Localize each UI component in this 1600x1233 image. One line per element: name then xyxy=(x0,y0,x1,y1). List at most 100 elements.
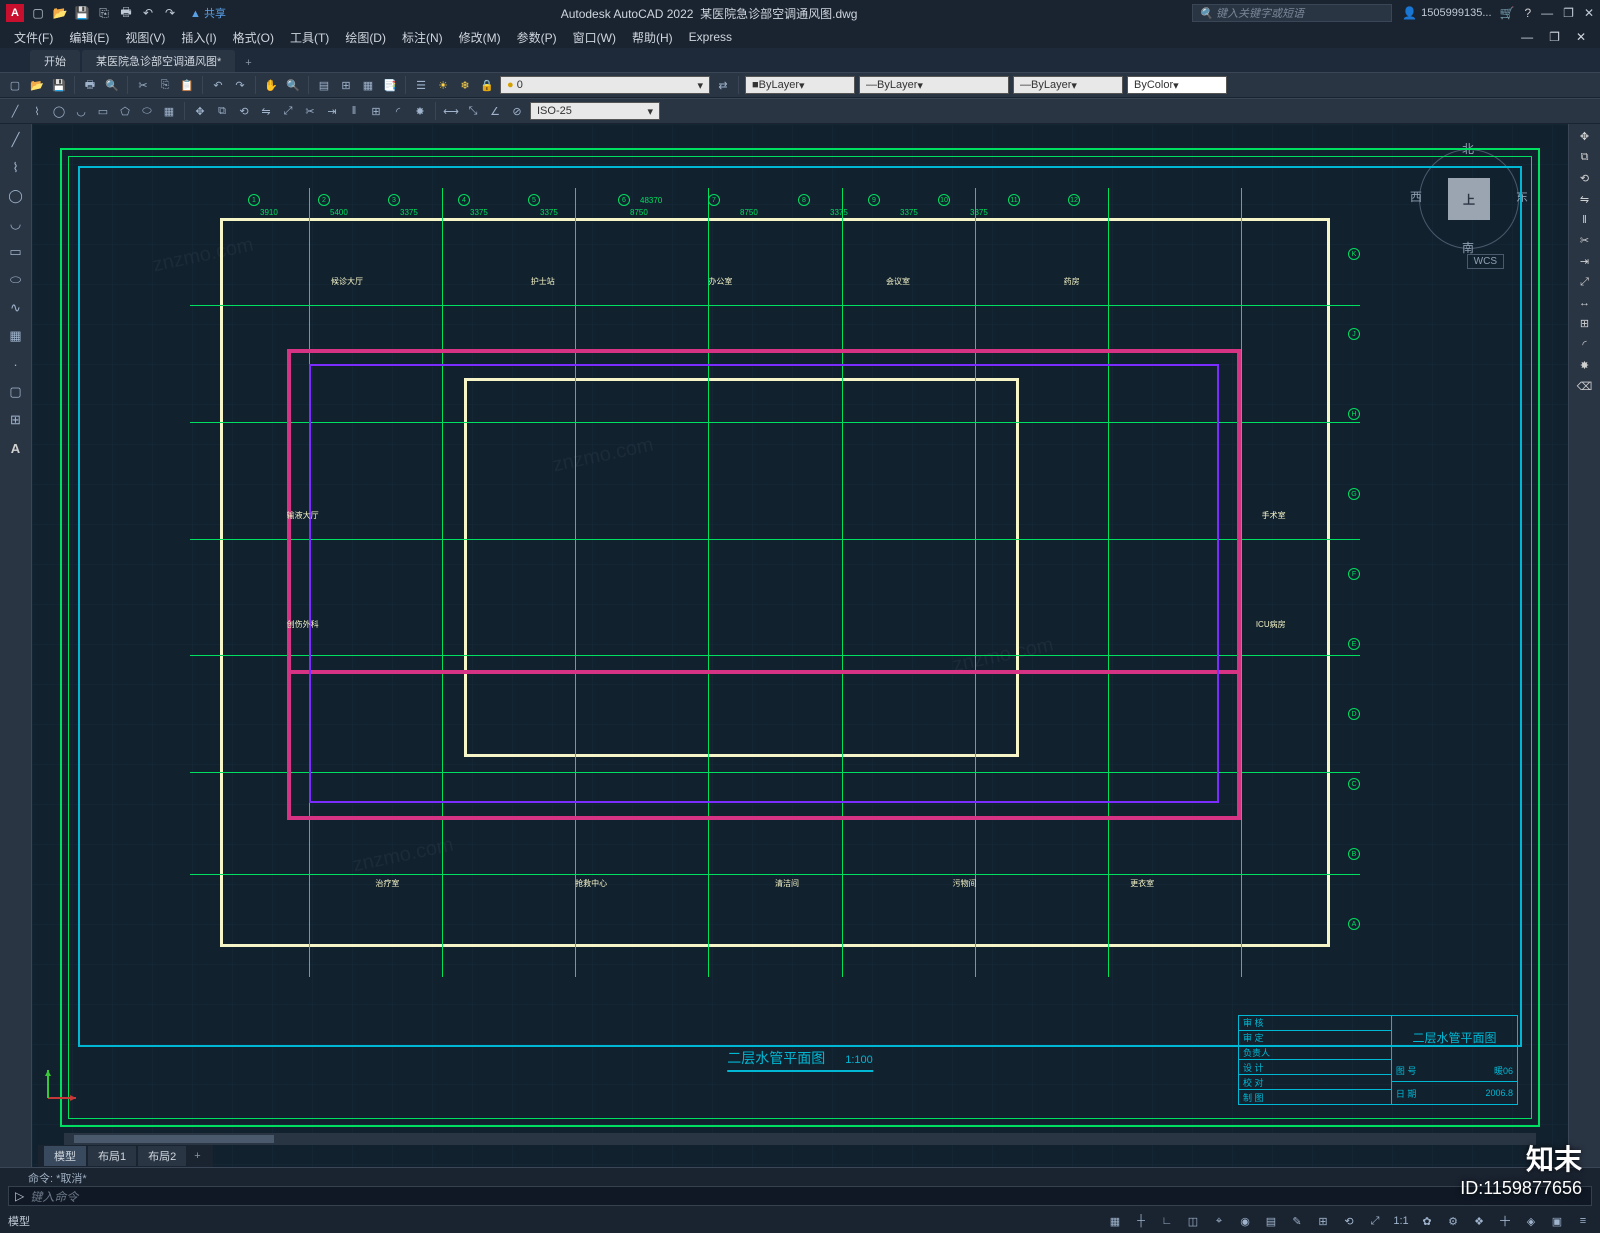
sb-gear-icon[interactable]: ✿ xyxy=(1418,1212,1436,1230)
menu-view[interactable]: 视图(V) xyxy=(119,27,171,48)
rp-fillet-icon[interactable]: ◜ xyxy=(1582,338,1586,351)
save-icon[interactable]: 💾 xyxy=(50,76,68,94)
right-tool-palette[interactable]: ✥ ⧉ ⟲ ⇋ ‖ ✂ ⇥ ⤢ ↔ ⊞ ◜ ✸ ⌫ xyxy=(1568,124,1600,1167)
pline-icon[interactable]: ⌇ xyxy=(28,102,46,120)
zoom-icon[interactable]: 🔍 xyxy=(284,76,302,94)
sb-osnap-icon[interactable]: ⌖ xyxy=(1210,1212,1228,1230)
tp-pline-icon[interactable]: ⌇ xyxy=(6,158,26,178)
sb-transparency-icon[interactable]: ⊞ xyxy=(1314,1212,1332,1230)
tp-hatch-icon[interactable]: ▦ xyxy=(6,326,26,346)
sb-lwt-icon[interactable]: ✎ xyxy=(1288,1212,1306,1230)
sb-grid-icon[interactable]: ▦ xyxy=(1106,1212,1124,1230)
scale-icon[interactable]: ⤢ xyxy=(279,102,297,120)
menu-insert[interactable]: 插入(I) xyxy=(175,27,222,48)
user-label[interactable]: 1505999135... xyxy=(1421,7,1491,19)
properties-icon[interactable]: ▤ xyxy=(315,76,333,94)
cart-icon[interactable]: 🛒 xyxy=(1500,6,1515,20)
circle-icon[interactable]: ◯ xyxy=(50,102,68,120)
sb-otrack-icon[interactable]: ◉ xyxy=(1236,1212,1254,1230)
explode-icon[interactable]: ✸ xyxy=(411,102,429,120)
layer-dropdown[interactable]: ● 0▾ xyxy=(500,76,710,94)
rp-mirror-icon[interactable]: ⇋ xyxy=(1580,193,1589,206)
rp-rotate-icon[interactable]: ⟲ xyxy=(1580,172,1589,185)
cut-icon[interactable]: ✂ xyxy=(134,76,152,94)
menu-modify[interactable]: 修改(M) xyxy=(453,27,507,48)
help-search-input[interactable]: 🔍 键入关键字或短语 xyxy=(1192,4,1392,22)
designcenter-icon[interactable]: ⊞ xyxy=(337,76,355,94)
ellipse-icon[interactable]: ⬭ xyxy=(138,102,156,120)
pan-icon[interactable]: ✋ xyxy=(262,76,280,94)
layer-lock-icon[interactable]: 🔒 xyxy=(478,76,496,94)
layout-tabs[interactable]: 模型 布局1 布局2 + xyxy=(38,1145,213,1167)
open-icon[interactable]: 📂 xyxy=(28,76,46,94)
line-icon[interactable]: ╱ xyxy=(6,102,24,120)
sb-clean-icon[interactable]: ◈ xyxy=(1522,1212,1540,1230)
qat-redo-icon[interactable]: ↷ xyxy=(162,5,178,21)
minimize-button[interactable]: — xyxy=(1541,6,1553,20)
rp-stretch-icon[interactable]: ↔ xyxy=(1579,297,1590,309)
status-bar[interactable]: 模型 ▦ ┼ ∟ ◫ ⌖ ◉ ▤ ✎ ⊞ ⟲ ⤢ 1:1 ✿ ⚙ ❖ 十 ◈ ▣… xyxy=(0,1209,1600,1233)
user-icon[interactable]: 👤 xyxy=(1402,6,1417,20)
left-tool-palette[interactable]: ╱ ⌇ ◯ ◡ ▭ ⬭ ∿ ▦ · ▢ ⊞ A xyxy=(0,124,32,1167)
menu-edit[interactable]: 编辑(E) xyxy=(63,27,115,48)
redo-icon[interactable]: ↷ xyxy=(231,76,249,94)
dim-aligned-icon[interactable]: ⤡ xyxy=(464,102,482,120)
menu-tools[interactable]: 工具(T) xyxy=(284,27,335,48)
dim-angular-icon[interactable]: ∠ xyxy=(486,102,504,120)
toolbar-draw-modify[interactable]: ╱ ⌇ ◯ ◡ ▭ ⬠ ⬭ ▦ ✥ ⧉ ⟲ ⇋ ⤢ ✂ ⇥ ‖ ⊞ ◜ ✸ ⟷ … xyxy=(0,98,1600,124)
sb-hardware-icon[interactable]: 十 xyxy=(1496,1212,1514,1230)
tp-arc-icon[interactable]: ◡ xyxy=(6,214,26,234)
quick-access-toolbar[interactable]: ▢ 📂 💾 ⎘ 🖶 ↶ ↷ xyxy=(30,5,178,21)
toolbar-standard[interactable]: ▢ 📂 💾 🖶 🔍 ✂ ⎘ 📋 ↶ ↷ ✋ 🔍 ▤ ⊞ ▦ 📑 ☰ ☀ ❄ 🔒 … xyxy=(0,72,1600,98)
rp-explode-icon[interactable]: ✸ xyxy=(1580,359,1589,372)
maximize-button[interactable]: ❐ xyxy=(1563,6,1574,20)
layout-tab-1[interactable]: 布局1 xyxy=(88,1146,136,1166)
sb-annoscale-icon[interactable]: ⤢ xyxy=(1366,1212,1384,1230)
qat-saveas-icon[interactable]: ⎘ xyxy=(96,5,112,21)
rp-extend-icon[interactable]: ⇥ xyxy=(1580,255,1589,268)
close-button[interactable]: ✕ xyxy=(1584,6,1594,20)
hatch-icon[interactable]: ▦ xyxy=(160,102,178,120)
paste-icon[interactable]: 📋 xyxy=(178,76,196,94)
layout-tab-2[interactable]: 布局2 xyxy=(138,1146,186,1166)
tp-circle-icon[interactable]: ◯ xyxy=(6,186,26,206)
layer-freeze-icon[interactable]: ❄ xyxy=(456,76,474,94)
linetype-dropdown[interactable]: — ByLayer ▾ xyxy=(859,76,1009,94)
menu-file[interactable]: 文件(F) xyxy=(8,27,59,48)
qat-open-icon[interactable]: 📂 xyxy=(52,5,68,21)
move-icon[interactable]: ✥ xyxy=(191,102,209,120)
file-tab-bar[interactable]: 开始 某医院急诊部空调通风图* + xyxy=(0,48,1600,72)
rp-array-icon[interactable]: ⊞ xyxy=(1580,317,1589,330)
copy2-icon[interactable]: ⧉ xyxy=(213,102,231,120)
layout-add-icon[interactable]: + xyxy=(188,1150,206,1162)
doc-close-icon[interactable]: ✕ xyxy=(1570,28,1592,46)
dimstyle-dropdown[interactable]: ISO-25▾ xyxy=(530,102,660,120)
polygon-icon[interactable]: ⬠ xyxy=(116,102,134,120)
rp-offset-icon[interactable]: ‖ xyxy=(1582,214,1587,226)
dim-linear-icon[interactable]: ⟷ xyxy=(442,102,460,120)
sb-iso-icon[interactable]: ❖ xyxy=(1470,1212,1488,1230)
extend-icon[interactable]: ⇥ xyxy=(323,102,341,120)
share-button[interactable]: ▲ 共享 xyxy=(190,5,226,21)
arc-icon[interactable]: ◡ xyxy=(72,102,90,120)
tp-region-icon[interactable]: ▢ xyxy=(6,382,26,402)
print-icon[interactable]: 🖶 xyxy=(81,76,99,94)
new-icon[interactable]: ▢ xyxy=(6,76,24,94)
doc-max-icon[interactable]: ❐ xyxy=(1543,28,1566,46)
rp-trim-icon[interactable]: ✂ xyxy=(1580,234,1589,247)
fillet-icon[interactable]: ◜ xyxy=(389,102,407,120)
sb-ortho-icon[interactable]: ∟ xyxy=(1158,1212,1176,1230)
menu-dim[interactable]: 标注(N) xyxy=(396,27,449,48)
drawing-canvas[interactable]: znzmo.com znzmo.com znzmo.com znzmo.com … xyxy=(32,124,1568,1167)
rotate-icon[interactable]: ⟲ xyxy=(235,102,253,120)
sb-custom-icon[interactable]: ▣ xyxy=(1548,1212,1566,1230)
qat-undo-icon[interactable]: ↶ xyxy=(140,5,156,21)
help-icon[interactable]: ? xyxy=(1524,6,1531,20)
rp-scale-icon[interactable]: ⤢ xyxy=(1580,276,1589,289)
mirror-icon[interactable]: ⇋ xyxy=(257,102,275,120)
tp-ellipse-icon[interactable]: ⬭ xyxy=(6,270,26,290)
tp-rect-icon[interactable]: ▭ xyxy=(6,242,26,262)
menu-bar[interactable]: 文件(F) 编辑(E) 视图(V) 插入(I) 格式(O) 工具(T) 绘图(D… xyxy=(0,26,1600,48)
offset-icon[interactable]: ‖ xyxy=(345,102,363,120)
menu-draw[interactable]: 绘图(D) xyxy=(339,27,392,48)
